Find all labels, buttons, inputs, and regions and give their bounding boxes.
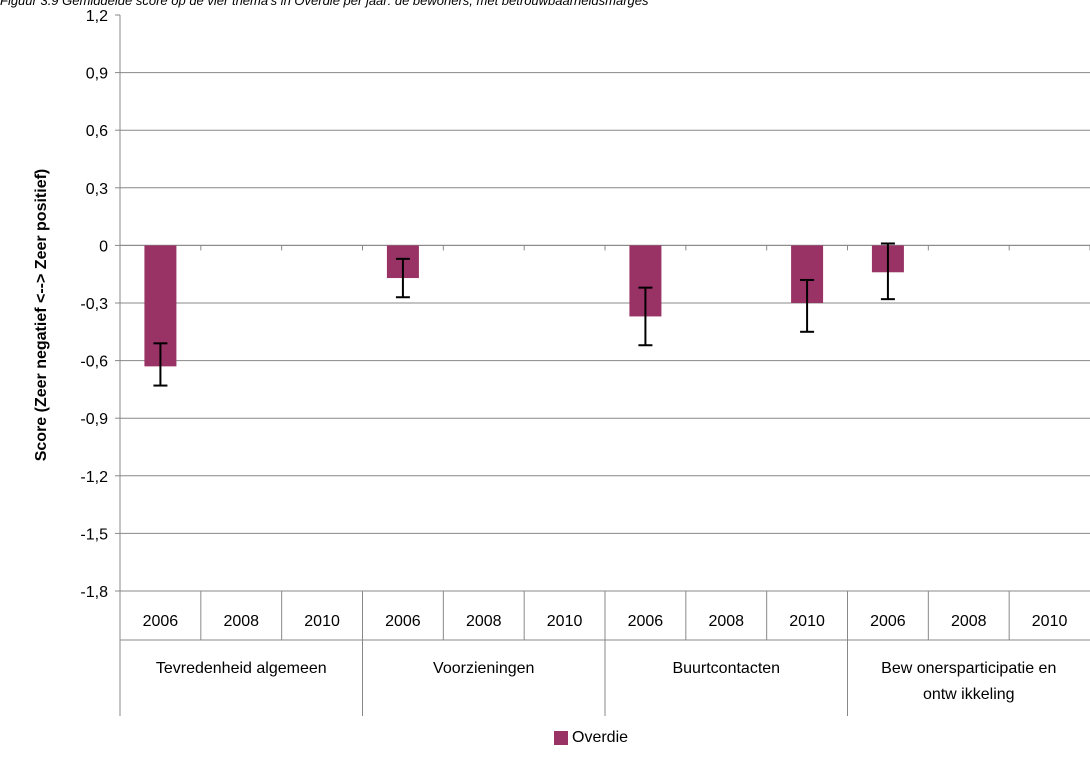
- y-tick-label: -1,5: [80, 526, 108, 543]
- y-tick-label: 0,9: [86, 66, 108, 83]
- y-tick-label: -0,9: [80, 411, 108, 428]
- y-tick-label: -1,8: [80, 584, 108, 601]
- group-label: ontw ikkeling: [923, 686, 1015, 703]
- group-label: Voorzieningen: [433, 660, 534, 677]
- legend-swatch-overdie: [554, 731, 568, 745]
- y-tick-label: 0,3: [86, 181, 108, 198]
- year-label: 2010: [547, 613, 583, 630]
- year-label: 2010: [304, 613, 340, 630]
- year-label: 2006: [870, 613, 906, 630]
- y-tick-label: -0,3: [80, 296, 108, 313]
- figure-caption: Figuur 3.9 Gemiddelde score op de vier t…: [0, 0, 649, 8]
- y-tick-label: 0: [99, 238, 108, 255]
- y-tick-label: 0,6: [86, 123, 108, 140]
- y-tick-label: -0,6: [80, 354, 108, 371]
- group-label: Buurtcontacten: [672, 660, 780, 677]
- year-label: 2008: [223, 613, 259, 630]
- year-label: 2010: [789, 613, 825, 630]
- year-label: 2006: [385, 613, 421, 630]
- group-label: Tevredenheid algemeen: [156, 660, 327, 677]
- year-label: 2008: [708, 613, 744, 630]
- legend-label-overdie: Overdie: [572, 729, 629, 746]
- group-label: Bew onersparticipatie en: [881, 660, 1056, 677]
- year-label: 2006: [143, 613, 179, 630]
- year-label: 2008: [951, 613, 987, 630]
- legend: Overdie: [554, 729, 628, 747]
- year-label: 2006: [628, 613, 664, 630]
- y-axis-title: Score (Zeer negatief <--> Zeer positief): [33, 169, 50, 462]
- year-label: 2010: [1032, 613, 1068, 630]
- y-tick-label: 1,2: [86, 8, 108, 25]
- y-tick-label: -1,2: [80, 469, 108, 486]
- year-label: 2008: [466, 613, 502, 630]
